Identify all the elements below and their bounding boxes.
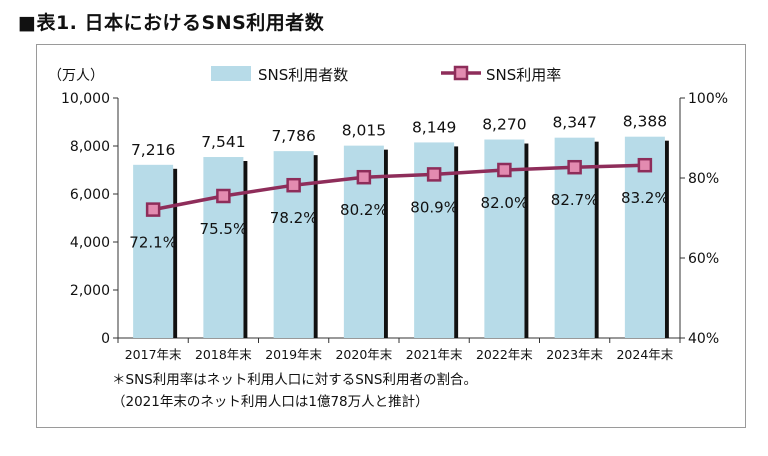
x-tick-label: 2024年末 [616,347,673,362]
line-marker [145,202,161,217]
line-value-label: 82.7% [551,191,599,209]
line-marker [356,169,372,185]
bar-shadow [594,141,599,338]
bar-value-label: 8,149 [412,118,456,136]
bar-shadow [524,143,529,338]
bar-value-label: 8,347 [552,114,596,132]
bar [203,157,244,338]
bar-value-label: 7,216 [131,141,175,159]
bar-shadow [664,140,669,338]
line-value-label: 82.0% [481,194,529,212]
page-title: ■表1. 日本におけるSNS利用者数 [18,12,325,34]
legend-label-bars: SNS利用者数 [258,66,348,84]
footnote-2: （2021年末のネット利用人口は1億78万人と推計） [112,394,429,410]
bar [133,164,174,338]
line-marker [286,177,301,193]
y-right-tick-label: 80% [688,171,719,187]
legend-swatch-marker [453,65,469,81]
y-left-tick-label: 6,000 [70,187,110,203]
bar-shadow [173,168,178,338]
x-tick-label: 2020年末 [335,347,392,362]
x-tick-label: 2017年末 [125,347,182,362]
x-tick-label: 2018年末 [195,347,252,362]
x-tick-label: 2022年末 [476,347,533,362]
line-series [152,163,645,212]
line-marker [216,188,231,204]
y-left-tick-label: 0 [101,331,110,347]
line-marker [426,167,442,182]
y-left-tick-label: 10,000 [61,91,110,107]
line-marker [497,162,512,178]
line-marker [637,157,653,173]
line-value-label: 80.9% [410,198,458,216]
x-tick-label: 2023年末 [546,347,603,362]
y-left-tick-label: 8,000 [70,139,110,155]
chart-frame [36,44,746,428]
bar-value-label: 8,015 [342,122,386,140]
y-right-tick-label: 60% [688,251,719,267]
bar-shadow [243,161,248,338]
line-value-label: 78.2% [270,209,318,227]
legend-label-line: SNS利用率 [486,66,561,84]
bar-shadow [454,146,459,338]
bar-value-label: 7,541 [201,133,245,151]
bar-shadow [383,149,388,338]
y-right-tick-label: 40% [688,331,719,347]
line-value-label: 83.2% [621,189,669,207]
line-value-label: 80.2% [340,201,388,219]
footnote-1: ＊SNS利用率はネット利用人口に対するSNS利用者の割合。 [112,372,477,388]
y-left-tick-label: 4,000 [70,235,110,251]
bar-value-label: 8,388 [623,113,667,131]
x-tick-label: 2021年末 [406,347,463,362]
y-left-unit-label: （万人） [48,68,104,84]
bar-value-label: 7,786 [271,127,315,145]
x-tick-label: 2019年末 [265,347,322,362]
line-marker [567,159,582,175]
y-left-tick-label: 2,000 [70,283,110,299]
line-value-label: 75.5% [200,220,248,238]
bar-value-label: 8,270 [482,116,526,134]
y-right-tick-label: 100% [688,91,728,107]
line-value-label: 72.1% [129,234,177,252]
bar-shadow [313,155,318,338]
legend-swatch-bars [211,66,251,81]
